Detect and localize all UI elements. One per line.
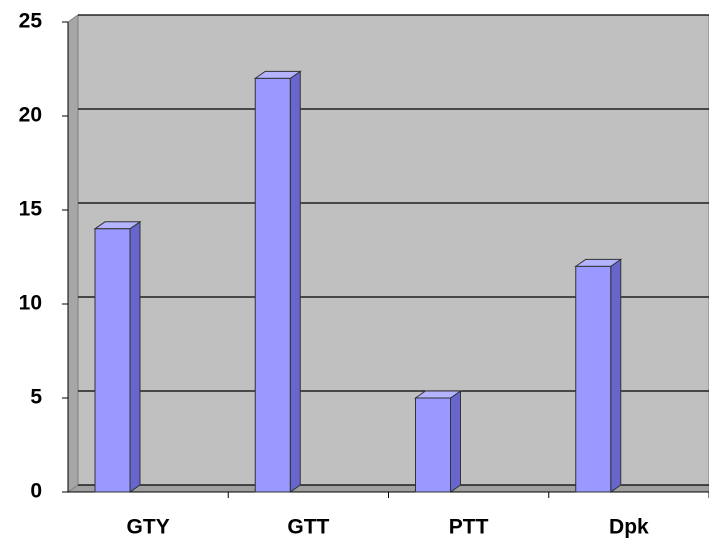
y-tick-label: 5	[30, 386, 42, 409]
bar-side	[289, 70, 301, 493]
side-wall	[67, 14, 79, 493]
bar	[94, 228, 131, 493]
bar-side	[450, 390, 461, 493]
bar-side	[610, 258, 622, 493]
y-tick-label: 20	[19, 104, 42, 127]
x-tick-label: GTT	[287, 516, 329, 539]
bar	[415, 397, 451, 493]
bar-side	[129, 220, 141, 493]
bar	[575, 265, 612, 493]
x-tick-label: PTT	[449, 516, 489, 539]
y-tick-label: 0	[30, 480, 42, 503]
y-tick-label: 15	[19, 198, 43, 221]
y-tick-label: 10	[19, 292, 42, 315]
bar	[254, 77, 291, 493]
x-tick-label: GTY	[127, 516, 170, 539]
x-tick-label: Dpk	[609, 516, 649, 539]
y-tick-label: 25	[19, 10, 43, 33]
